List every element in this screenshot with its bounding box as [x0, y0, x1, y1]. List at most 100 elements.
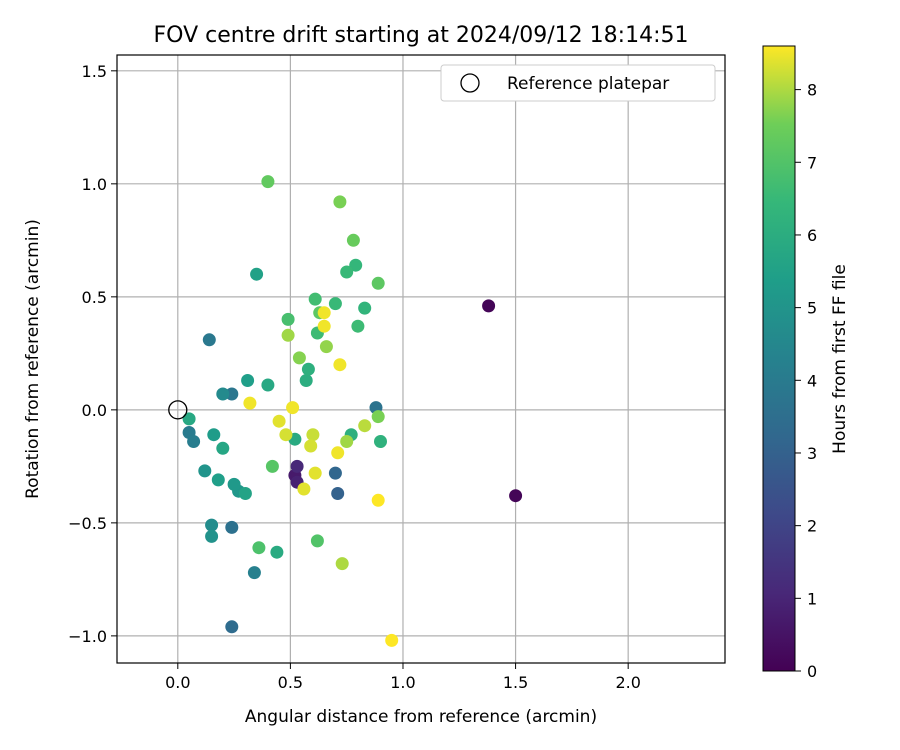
- data-point: [211, 473, 225, 487]
- data-point: [301, 362, 315, 376]
- data-point: [310, 534, 324, 548]
- data-point: [198, 464, 212, 478]
- data-point: [182, 412, 196, 426]
- data-point: [358, 419, 372, 433]
- data-point: [482, 299, 496, 313]
- data-point: [205, 529, 219, 543]
- data-point: [346, 233, 360, 247]
- legend: Reference platepar: [440, 64, 716, 102]
- data-point: [317, 319, 331, 333]
- x-tick-label: 2.0: [615, 673, 640, 692]
- data-point: [509, 489, 523, 503]
- data-point: [202, 333, 216, 347]
- reference-platepar-marker: [168, 400, 188, 420]
- legend-label: Reference platepar: [507, 74, 669, 94]
- data-point: [286, 401, 300, 415]
- data-point: [216, 441, 230, 455]
- data-point: [308, 466, 322, 480]
- data-point: [261, 378, 275, 392]
- data-point: [261, 175, 275, 189]
- colorbar-tick-label: 1: [807, 589, 817, 608]
- y-tick-label: −1.0: [68, 627, 107, 646]
- data-point: [371, 493, 385, 507]
- y-tick-label: 1.0: [82, 175, 107, 194]
- data-point: [328, 466, 342, 480]
- x-tick-label: 1.0: [390, 673, 415, 692]
- data-point: [340, 265, 354, 279]
- data-point: [290, 459, 304, 473]
- colorbar-tick-label: 6: [807, 226, 817, 245]
- data-point: [328, 297, 342, 311]
- data-point: [335, 557, 349, 571]
- colorbar: 0 1 2 3 4 5 6 7 8 Hours from first FF file: [762, 45, 850, 681]
- data-point: [241, 374, 255, 387]
- data-point: [238, 487, 252, 500]
- data-point: [216, 387, 230, 401]
- x-tick-label: 0.5: [278, 673, 303, 692]
- data-point: [225, 387, 239, 401]
- data-point: [306, 428, 320, 442]
- data-point: [281, 328, 295, 342]
- data-point: [304, 439, 318, 453]
- x-axis-ticks: 0.0 0.5 1.0 1.5 2.0: [165, 663, 641, 692]
- data-point: [225, 520, 239, 534]
- data-point: [340, 435, 354, 448]
- data-point: [187, 435, 201, 448]
- grid: [117, 55, 725, 663]
- y-tick-label: 0.5: [82, 288, 107, 307]
- data-point: [281, 312, 295, 326]
- y-tick-label: 1.5: [82, 62, 107, 81]
- data-point: [297, 482, 311, 496]
- y-axis-ticks: −1.0 −0.5 0.0 0.5 1.0 1.5: [68, 62, 117, 646]
- colorbar-label: Hours from first FF file: [830, 264, 850, 454]
- data-point: [247, 566, 261, 580]
- data-points: [168, 175, 523, 647]
- data-point: [207, 428, 221, 442]
- data-point: [331, 446, 345, 460]
- data-point: [272, 414, 286, 428]
- x-axis-label: Angular distance from reference (arcmin): [245, 707, 597, 727]
- data-point: [250, 267, 264, 281]
- colorbar-tick-label: 2: [807, 517, 817, 536]
- data-point: [299, 374, 313, 387]
- data-point: [270, 545, 284, 559]
- data-point: [374, 435, 387, 448]
- colorbar-tick-label: 5: [807, 299, 817, 318]
- colorbar-tick-label: 4: [807, 371, 817, 390]
- y-axis-label: Rotation from reference (arcmin): [23, 219, 43, 499]
- data-point: [333, 195, 347, 209]
- data-point: [333, 358, 347, 372]
- plot-frame: [116, 54, 726, 664]
- data-point: [279, 428, 293, 442]
- data-point: [317, 306, 331, 320]
- data-point: [349, 258, 363, 272]
- data-point: [371, 276, 385, 290]
- colorbar-gradient: [762, 45, 796, 672]
- data-point: [243, 396, 257, 410]
- data-point: [265, 459, 279, 473]
- data-point: [385, 633, 399, 647]
- colorbar-tick-label: 8: [807, 81, 817, 100]
- data-point: [292, 351, 306, 365]
- chart-title: FOV centre drift starting at 2024/09/12 …: [154, 23, 689, 48]
- data-point: [227, 477, 241, 491]
- data-point: [351, 319, 365, 333]
- colorbar-tick-label: 0: [807, 662, 817, 681]
- data-point: [252, 541, 266, 555]
- data-point: [331, 487, 345, 500]
- colorbar-tick-label: 7: [807, 153, 817, 172]
- data-point: [371, 410, 385, 424]
- reference-marker-legend-icon: [460, 73, 480, 93]
- y-tick-label: −0.5: [68, 514, 107, 533]
- data-point: [358, 301, 372, 315]
- data-point: [319, 340, 333, 354]
- legend-box: [440, 64, 716, 102]
- data-point: [225, 620, 239, 634]
- y-tick-label: 0.0: [82, 401, 107, 420]
- colorbar-ticks: 0 1 2 3 4 5 6 7 8: [795, 81, 817, 681]
- x-tick-label: 0.0: [165, 673, 190, 692]
- data-point: [308, 292, 322, 306]
- x-tick-label: 1.5: [503, 673, 528, 692]
- data-point: [205, 518, 219, 532]
